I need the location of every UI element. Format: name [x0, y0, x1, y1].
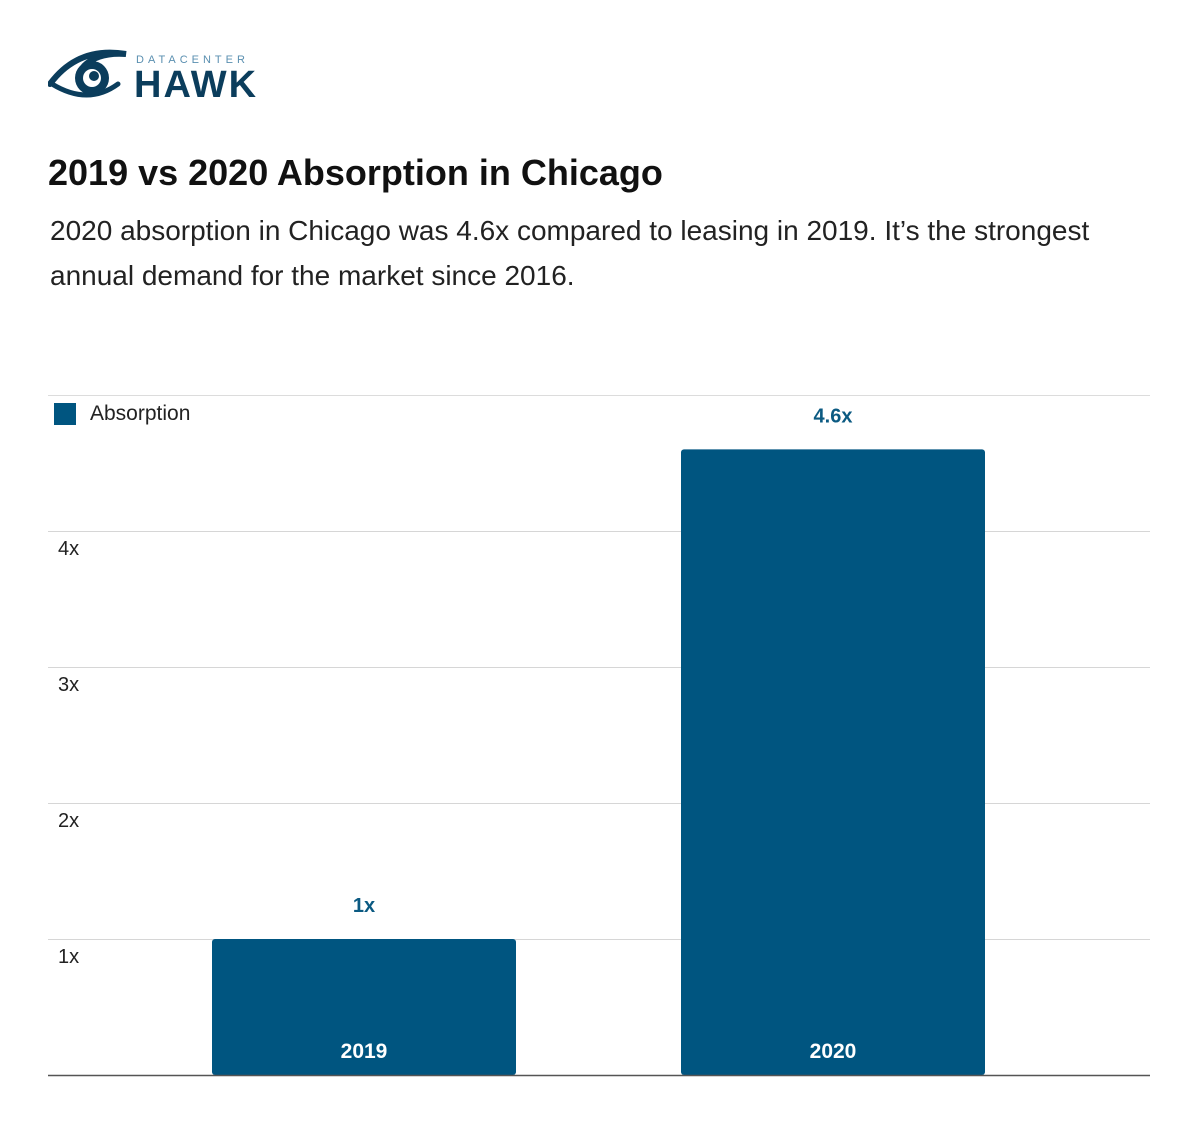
eye-icon [48, 49, 127, 98]
data-label: 1x [353, 895, 375, 917]
chart-legend: Absorption [54, 402, 190, 426]
y-tick-label: 4x [58, 538, 79, 560]
brand-small-text: DATACENTER [136, 54, 249, 66]
y-tick-label: 2x [58, 810, 79, 832]
brand-big-text: HAWK [134, 64, 259, 106]
data-label: 4.6x [814, 405, 853, 427]
category-label: 2020 [810, 1040, 857, 1063]
bar [681, 449, 985, 1075]
brand-logo: DATACENTER HAWK [48, 44, 278, 106]
y-tick-label: 3x [58, 674, 79, 696]
legend-swatch [54, 403, 76, 425]
page-title: 2019 vs 2020 Absorption in Chicago [48, 152, 663, 193]
bar [212, 939, 516, 1075]
bar-chart: 1x 2x 3x 4x 1x 2019 4.6x 2020 [48, 395, 1150, 1077]
category-label: 2019 [341, 1040, 388, 1063]
y-tick-label: 1x [58, 946, 79, 968]
legend-label: Absorption [90, 402, 191, 425]
page-subtitle: 2020 absorption in Chicago was 4.6x comp… [50, 215, 1090, 291]
